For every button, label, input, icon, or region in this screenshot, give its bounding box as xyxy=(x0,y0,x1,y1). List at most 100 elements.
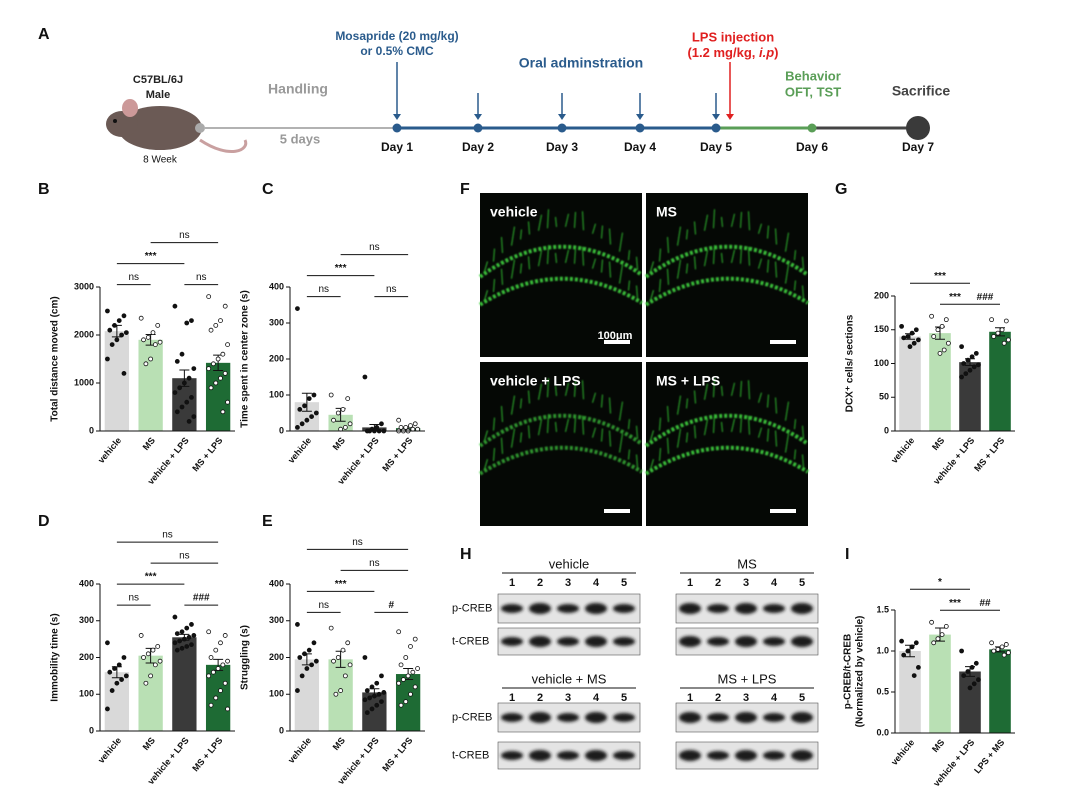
data-point xyxy=(946,340,951,346)
data-point xyxy=(403,655,409,660)
data-point xyxy=(112,666,117,671)
y-tick-label: 300 xyxy=(79,615,94,625)
dendrite xyxy=(555,385,557,396)
data-point xyxy=(347,662,353,668)
data-point xyxy=(364,710,370,716)
data-point xyxy=(179,404,185,410)
y-tick-label: 400 xyxy=(79,578,94,588)
dendrite xyxy=(775,430,777,447)
data-point xyxy=(208,327,214,333)
data-point xyxy=(959,374,964,380)
lane-label: 3 xyxy=(565,692,571,704)
data-point xyxy=(331,417,336,423)
dendrite xyxy=(511,226,515,246)
lps-dose: (1.2 mg/kg, i.p) xyxy=(687,45,778,60)
dendrite xyxy=(520,263,522,274)
significance-label: ns xyxy=(179,551,190,562)
dendrite xyxy=(538,383,542,400)
data-point xyxy=(220,662,226,668)
y-tick-label: 400 xyxy=(269,578,284,588)
dendrite xyxy=(767,428,769,442)
lane-label: 2 xyxy=(715,692,721,704)
lane-label: 4 xyxy=(593,577,600,589)
significance-label: ## xyxy=(979,598,991,609)
data-point xyxy=(935,327,941,333)
dendrite xyxy=(713,245,715,265)
dendrite xyxy=(775,261,777,278)
data-point xyxy=(145,334,151,340)
dendrite xyxy=(650,290,654,301)
strain: C57BL/6J xyxy=(133,74,183,86)
data-point xyxy=(328,625,334,631)
day-label: Day 6 xyxy=(796,140,828,154)
treatment: Mosapride (20 mg/kg) xyxy=(335,29,458,43)
dendrite xyxy=(677,226,681,246)
dendrite xyxy=(686,229,688,240)
data-point xyxy=(206,673,212,679)
data-point xyxy=(107,327,113,333)
dendrite xyxy=(677,259,681,279)
data-point xyxy=(398,424,404,430)
neurons xyxy=(644,378,810,476)
lane-label: 3 xyxy=(743,577,749,589)
neurons xyxy=(478,378,644,476)
data-point xyxy=(408,644,413,649)
data-point xyxy=(213,322,219,328)
dendrite xyxy=(574,380,576,397)
data-point xyxy=(145,651,151,657)
y-tick-label: 300 xyxy=(269,615,284,625)
dendrite xyxy=(493,417,495,431)
data-point xyxy=(189,318,194,324)
dendrite xyxy=(731,213,735,227)
lane-label: 1 xyxy=(687,577,693,589)
data-point xyxy=(174,631,180,637)
dendrite xyxy=(547,378,549,398)
data-point xyxy=(184,625,190,631)
blot-band xyxy=(791,603,813,614)
blot-band xyxy=(557,604,579,613)
micrograph xyxy=(480,362,642,526)
data-point xyxy=(213,647,219,653)
data-point xyxy=(179,351,185,357)
scale-bar xyxy=(770,509,796,513)
data-point xyxy=(943,317,949,323)
data-point xyxy=(989,317,994,323)
x-tick-label: MS + LPS xyxy=(190,735,224,773)
data-point xyxy=(311,392,317,398)
blot-band xyxy=(557,751,579,760)
data-point xyxy=(116,662,122,668)
significance-label: * xyxy=(938,577,942,588)
data-point xyxy=(121,370,127,376)
significance-label: ### xyxy=(193,593,210,604)
data-point xyxy=(338,688,344,693)
data-point xyxy=(1003,642,1009,647)
blot-group-label: vehicle xyxy=(549,556,589,571)
x-tick-label: MS xyxy=(331,435,347,452)
y-axis-label: Immobility time (s) xyxy=(50,613,61,701)
micrograph xyxy=(646,362,808,526)
dendrite xyxy=(694,256,696,270)
blot-band xyxy=(791,712,813,723)
significance-label: ns xyxy=(386,284,397,295)
data-point xyxy=(400,677,406,682)
dendrite xyxy=(628,449,630,460)
data-point xyxy=(335,410,341,416)
dendrite xyxy=(565,418,569,432)
dendrite xyxy=(704,383,708,400)
dendrite xyxy=(528,221,530,235)
dendrite xyxy=(758,427,762,438)
lane-label: 1 xyxy=(509,692,515,704)
data-point xyxy=(123,673,129,679)
data-point xyxy=(295,306,300,312)
x-tick-label: vehicle xyxy=(889,435,916,465)
panel-label: I xyxy=(845,546,849,563)
data-point xyxy=(963,371,969,377)
lane-label: 4 xyxy=(771,692,778,704)
lane-label: 5 xyxy=(621,692,627,704)
data-point xyxy=(905,334,911,339)
data-point xyxy=(971,364,977,370)
dendrite xyxy=(565,213,569,227)
significance-label: ns xyxy=(352,537,363,548)
y-axis-label: (Normalized by vehicle) xyxy=(855,616,866,728)
y-tick-label: 1.5 xyxy=(876,604,889,614)
